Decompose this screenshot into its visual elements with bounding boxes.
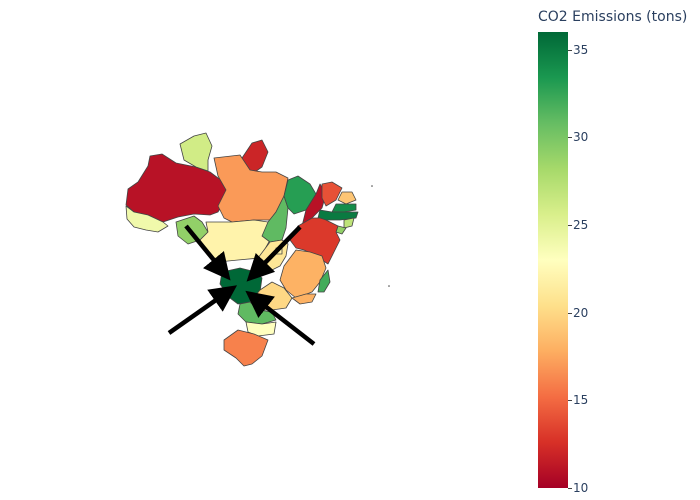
colorbar-tick-mark [568,312,572,314]
colorbar-tick-mark [568,224,572,226]
colorbar-tick-label: 15 [573,393,589,408]
colorbar-title: CO2 Emissions (tons) [538,9,688,25]
region-CE[interactable] [321,181,343,207]
island-dot [388,285,390,287]
region-AM[interactable] [125,153,229,223]
region-AL[interactable] [343,217,355,229]
region-RR[interactable] [179,132,213,172]
colorbar-tick-mark [568,400,572,402]
region-SC[interactable] [245,321,277,337]
colorbar-tick-label: 25 [573,217,589,232]
colorbar [538,32,568,488]
annotation-arrow [246,225,302,282]
region-RN[interactable] [337,191,357,205]
island-dot [371,185,373,187]
colorbar-tick-label: 10 [573,481,589,495]
colorbar-tick-label: 35 [573,42,589,57]
colorbar-tick-mark [568,137,572,139]
annotation-arrow [167,285,238,335]
colorbar-tick-mark [568,49,572,51]
region-RJ[interactable] [291,293,317,305]
colorbar-tick-mark [568,488,572,489]
colorbar-tick-label: 20 [573,305,589,320]
region-BA[interactable] [289,217,341,265]
region-PB[interactable] [331,203,357,213]
colorbar-tick-label: 30 [573,130,589,145]
annotation-arrow [184,224,231,281]
region-ES[interactable] [317,269,331,293]
region-RS[interactable] [223,329,269,367]
region-AC[interactable] [125,205,169,233]
annotation-arrow [245,290,316,346]
